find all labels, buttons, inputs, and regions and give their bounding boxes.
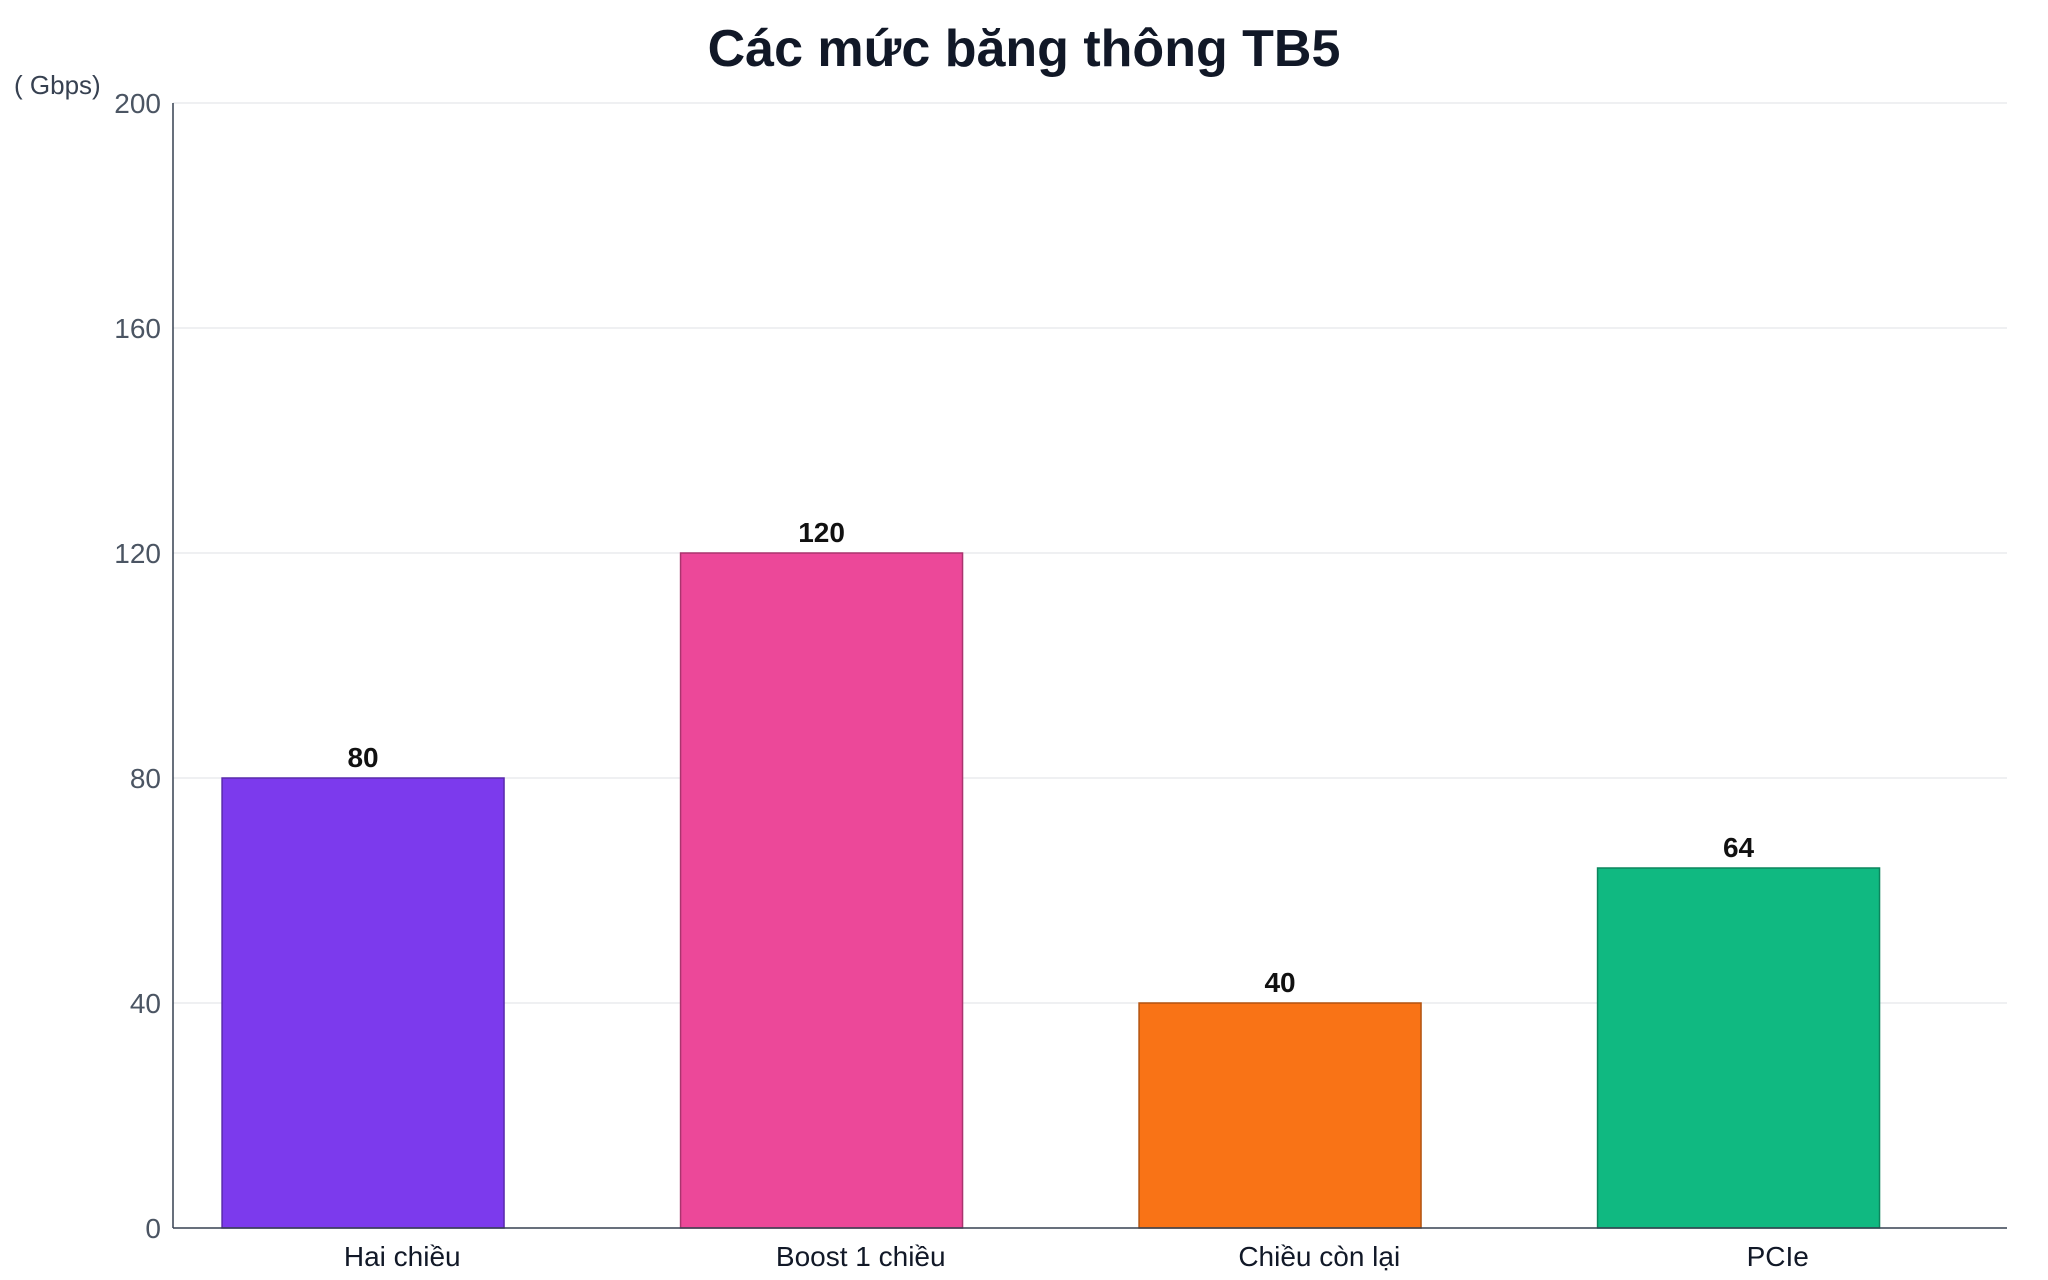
y-tick-label: 40	[130, 988, 161, 1019]
bar	[221, 777, 505, 1229]
x-category-label: Boost 1 chiều	[776, 1241, 946, 1272]
y-tick-labels: 0 40 80 120 160 200	[114, 88, 161, 1244]
y-tick-label: 120	[114, 538, 161, 569]
x-category-label: Chiều còn lại	[1238, 1241, 1400, 1272]
bar-value-label: 40	[1264, 967, 1295, 998]
y-tick-label: 80	[130, 763, 161, 794]
axes	[172, 103, 2007, 1229]
bar	[1596, 867, 1881, 1229]
chart-title: Các mức băng thông TB5	[708, 20, 1341, 78]
bar-value-label: 80	[347, 742, 378, 773]
y-tick-label: 160	[114, 313, 161, 344]
y-tick-label: 0	[145, 1213, 161, 1244]
x-category-labels: Hai chiều Boost 1 chiều Chiều còn lại PCIe	[344, 1241, 1809, 1272]
bar-value-label: 120	[798, 517, 845, 548]
value-labels: 80 120 40 64	[347, 517, 1754, 998]
bar	[1138, 1002, 1422, 1229]
y-axis-unit-label: ( Gbps)	[14, 70, 101, 100]
x-category-label: PCIe	[1747, 1241, 1809, 1272]
bar	[679, 552, 964, 1229]
bars	[221, 552, 1881, 1229]
y-tick-label: 200	[114, 88, 161, 119]
bar-value-label: 64	[1723, 832, 1755, 863]
x-category-label: Hai chiều	[344, 1241, 461, 1272]
